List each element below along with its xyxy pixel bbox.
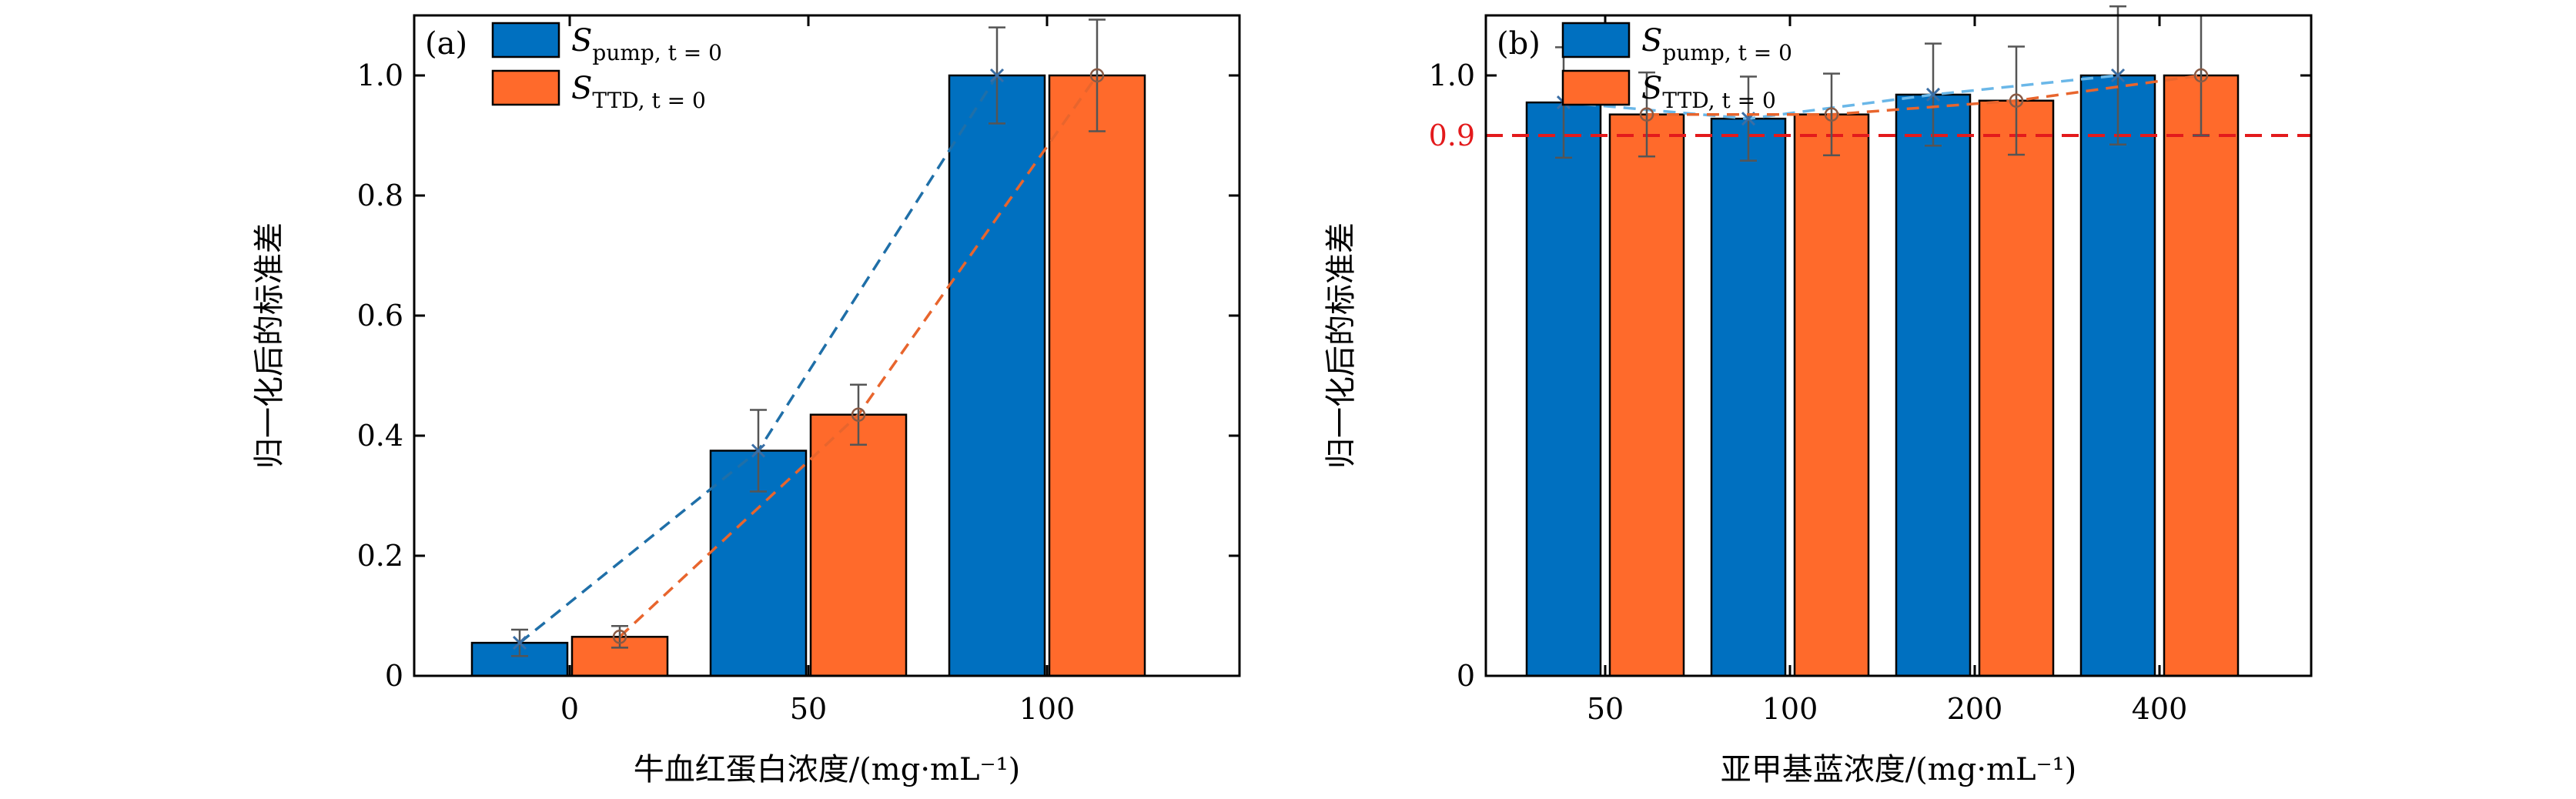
bar-pump xyxy=(948,74,1046,677)
legend-entry-ttd: STTD, t = 0 xyxy=(571,71,706,113)
marker-circle xyxy=(1089,68,1105,83)
chart-panel-a: 0 0.2 0.4 0.6 0.8 1.0 0 50 100 牛血红蛋白浓度/(mg·mL⁻¹) 归… xyxy=(252,14,1241,787)
legend-symbol: S xyxy=(1641,23,1662,59)
marker-circle xyxy=(1824,107,1839,122)
legend-swatch-ttd xyxy=(491,69,560,106)
legend-subscript: pump, t = 0 xyxy=(1662,40,1792,65)
legend-subscript: TTD, t = 0 xyxy=(592,88,705,113)
legend-swatch-ttd xyxy=(1561,69,1631,106)
y-tick-label: 1.0 xyxy=(1429,59,1475,92)
bar-pump xyxy=(2079,74,2156,677)
panel-label: (b) xyxy=(1497,26,1541,62)
x-tick-label: 400 xyxy=(2132,692,2188,726)
y-axis-title: 归一化后的标准差 xyxy=(252,222,287,469)
bar-ttd xyxy=(1793,113,1870,677)
marker-x xyxy=(2110,68,2126,83)
bar-ttd xyxy=(809,413,908,677)
legend-subscript: pump, t = 0 xyxy=(592,40,722,65)
legend-symbol: S xyxy=(571,71,592,106)
y-tick-label: 0 xyxy=(1457,659,1475,693)
marker-circle xyxy=(2193,68,2209,83)
marker-circle xyxy=(2009,93,2024,109)
plot-frame xyxy=(413,14,1241,677)
y-tick-label: 0 xyxy=(385,659,403,693)
bar-ttd xyxy=(1608,113,1685,677)
y-tick-label: 0.2 xyxy=(357,539,403,573)
x-axis-title: 牛血红蛋白浓度/(mg·mL⁻¹) xyxy=(634,752,1021,787)
x-tick-label: 50 xyxy=(790,692,827,726)
bar-ttd xyxy=(1978,99,2055,677)
x-tick-label: 100 xyxy=(1762,692,1818,726)
legend-swatch-pump xyxy=(491,22,560,59)
legend-symbol: S xyxy=(571,23,592,59)
bar-pump xyxy=(1710,117,1787,677)
x-axis-title: 亚甲基蓝浓度/(mg·mL⁻¹) xyxy=(1721,752,2077,787)
bar-ttd xyxy=(2163,74,2240,677)
bar-pump xyxy=(1895,93,1972,677)
plot-frame xyxy=(1484,14,2313,677)
y-tick-label: 0.8 xyxy=(357,179,403,212)
y-axis-title: 归一化后的标准差 xyxy=(1323,222,1359,469)
legend-entry-pump: Spump, t = 0 xyxy=(571,23,722,65)
legend-subscript: TTD, t = 0 xyxy=(1662,88,1775,113)
marker-circle xyxy=(1639,107,1654,122)
reference-line-label: 0.9 xyxy=(1429,119,1475,152)
trend-line-ttd xyxy=(1647,74,2202,116)
legend-entry-ttd: STTD, t = 0 xyxy=(1641,71,1776,113)
y-tick-label: 1.0 xyxy=(357,59,403,92)
x-tick-label: 200 xyxy=(1947,692,2003,726)
x-tick-label: 0 xyxy=(560,692,579,726)
marker-x xyxy=(512,636,527,650)
x-tick-label: 100 xyxy=(1019,692,1076,726)
marker-circle xyxy=(851,407,866,422)
chart-panel-b: 0.9 0 1.0 50 100 200 400 亚甲基蓝浓度/(mg·mL⁻¹) 归一化后的标… xyxy=(1323,5,2313,787)
legend-swatch-pump xyxy=(1561,22,1631,59)
marker-x xyxy=(751,443,766,458)
x-tick-label: 50 xyxy=(1587,692,1624,726)
marker-x xyxy=(1925,87,1941,102)
y-tick-label: 0.6 xyxy=(357,299,403,333)
bar-ttd xyxy=(1048,74,1146,677)
legend-symbol: S xyxy=(1641,71,1662,106)
bar-pump xyxy=(1525,101,1602,677)
panel-label: (a) xyxy=(425,26,467,62)
legend-entry-pump: Spump, t = 0 xyxy=(1641,23,1792,65)
trend-line-pump xyxy=(1563,74,2119,120)
marker-circle xyxy=(612,630,627,644)
y-tick-label: 0.4 xyxy=(357,419,403,453)
marker-x xyxy=(989,68,1005,83)
